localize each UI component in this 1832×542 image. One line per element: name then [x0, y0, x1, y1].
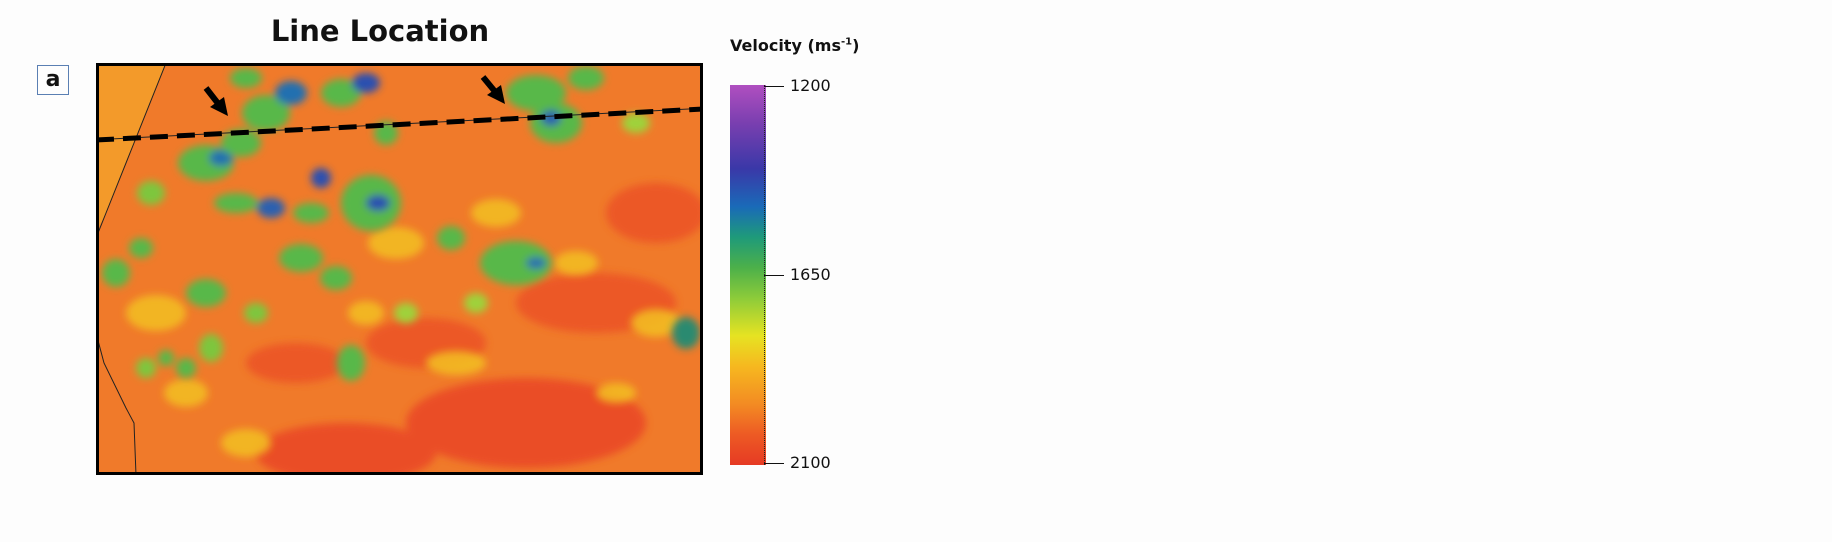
- colorbar-title: Velocity (ms-1): [730, 36, 860, 55]
- colorbar-tick: [764, 463, 784, 464]
- panel-label: a: [37, 65, 69, 95]
- velocity-map: [96, 63, 703, 475]
- figure-title: Line Location: [270, 14, 490, 48]
- map-field: [98, 65, 701, 473]
- arrow-icon: [203, 86, 228, 116]
- colorbar-tick-label: 1650: [790, 265, 831, 284]
- colorbar-tick: [764, 275, 784, 276]
- colorbar-tick-label: 1200: [790, 76, 831, 95]
- colorbar-tick-label: 2100: [790, 453, 831, 472]
- arrow-icon: [480, 75, 505, 104]
- line-location: [98, 106, 701, 143]
- velocity-colorbar: [730, 85, 766, 465]
- colorbar-tick: [764, 86, 784, 87]
